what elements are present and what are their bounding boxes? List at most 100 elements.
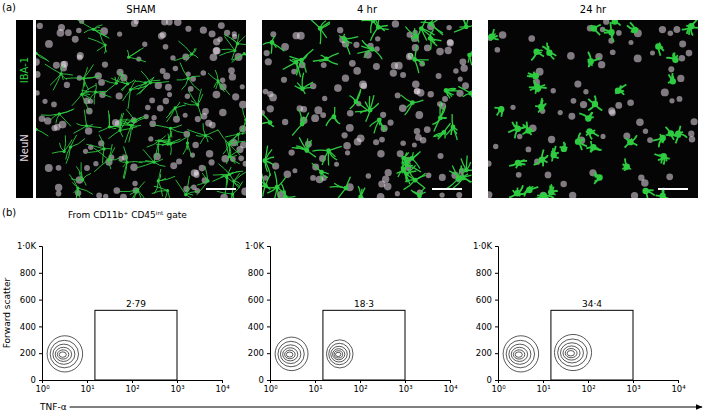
microglia-body bbox=[615, 88, 621, 94]
contour-level bbox=[513, 350, 524, 359]
nucleus bbox=[400, 141, 406, 147]
microglia-process bbox=[158, 169, 161, 181]
nucleus bbox=[219, 109, 226, 116]
microglia-process bbox=[175, 105, 186, 108]
nucleus bbox=[643, 128, 648, 133]
nucleus bbox=[580, 101, 587, 108]
microglia-process bbox=[221, 49, 234, 51]
x-tick: 10⁰ bbox=[263, 380, 278, 394]
microglia-process bbox=[235, 34, 239, 51]
nucleus bbox=[517, 134, 522, 139]
microglia-body bbox=[283, 195, 288, 198]
y-tick-mark bbox=[495, 353, 498, 354]
y-tick-mark bbox=[267, 326, 270, 327]
microglia-process bbox=[69, 174, 78, 188]
nucleus bbox=[270, 31, 276, 37]
microglia-body bbox=[525, 127, 531, 133]
nucleus bbox=[209, 159, 215, 165]
microglia-body bbox=[455, 177, 460, 182]
nucleus bbox=[598, 61, 605, 68]
x-tick-mark bbox=[360, 380, 361, 383]
nucleus bbox=[616, 30, 622, 36]
microglia-process bbox=[78, 188, 93, 194]
plot-area bbox=[503, 310, 633, 380]
panel-title: 4 hr bbox=[357, 4, 378, 15]
nucleus bbox=[395, 191, 400, 196]
microglia-body bbox=[588, 58, 594, 64]
y-tick-mark bbox=[267, 246, 270, 247]
nucleus bbox=[282, 119, 288, 125]
nucleus bbox=[574, 81, 581, 88]
microglia-process bbox=[237, 134, 238, 146]
microglia-body bbox=[417, 193, 422, 198]
microglia-process bbox=[36, 53, 49, 61]
x-tick-label: 10¹ bbox=[536, 384, 550, 394]
microglia-body bbox=[660, 153, 666, 159]
scale-bar bbox=[432, 188, 462, 190]
microglia-process bbox=[120, 127, 137, 131]
nucleus bbox=[359, 81, 367, 89]
nucleus bbox=[281, 77, 287, 83]
nucleus bbox=[132, 181, 137, 186]
microglia-body bbox=[526, 187, 532, 193]
microglia-process bbox=[105, 80, 117, 83]
gate-percentage: 2·79 bbox=[126, 299, 146, 309]
nucleus bbox=[37, 23, 43, 29]
nucleus bbox=[239, 101, 246, 109]
contour-level bbox=[567, 351, 574, 356]
microglia-body bbox=[659, 193, 665, 198]
microglia-body bbox=[190, 52, 193, 55]
microglia-body bbox=[377, 117, 382, 122]
microglia-process bbox=[119, 120, 131, 125]
y-tick-label: 600 bbox=[20, 295, 36, 305]
microglia-body bbox=[104, 43, 107, 46]
nucleus bbox=[428, 91, 434, 97]
contour-level bbox=[560, 343, 583, 363]
nucleus bbox=[243, 161, 246, 167]
micrograph bbox=[488, 20, 698, 198]
nucleus bbox=[165, 84, 172, 91]
nucleus bbox=[627, 99, 634, 106]
microglia-body bbox=[668, 130, 674, 136]
microglia-process bbox=[218, 129, 229, 144]
microglia-process bbox=[64, 139, 72, 151]
x-tick-mark bbox=[633, 380, 634, 383]
microglia-process bbox=[203, 123, 205, 135]
microglia-body bbox=[318, 26, 323, 31]
nucleus bbox=[199, 165, 206, 172]
nucleus bbox=[170, 55, 175, 60]
nucleus bbox=[600, 134, 605, 139]
microglia-body bbox=[342, 37, 347, 42]
microglia-process bbox=[95, 92, 111, 97]
microglia-body bbox=[130, 124, 133, 127]
microglia-body bbox=[300, 86, 305, 91]
nucleus bbox=[183, 113, 188, 118]
nucleus bbox=[174, 20, 181, 26]
microglia-process bbox=[59, 114, 71, 126]
microglia-process bbox=[138, 182, 145, 190]
microglia-body bbox=[586, 128, 592, 134]
x-axis-line bbox=[271, 381, 451, 384]
nucleus bbox=[267, 105, 274, 112]
contour-level bbox=[565, 349, 577, 358]
y-tick-label: 200 bbox=[476, 348, 492, 358]
nucleus bbox=[161, 20, 168, 25]
nucleus bbox=[560, 181, 566, 187]
nucleus bbox=[131, 20, 138, 27]
microglia-body bbox=[63, 150, 66, 153]
microglia-body bbox=[561, 146, 567, 152]
microglia-body bbox=[592, 101, 598, 107]
nucleus bbox=[228, 67, 235, 74]
nucleus bbox=[42, 99, 47, 104]
nucleus bbox=[163, 98, 169, 104]
nucleus bbox=[117, 31, 122, 36]
contour-level bbox=[286, 352, 293, 357]
microglia-process bbox=[219, 51, 234, 56]
microglia-body bbox=[152, 161, 155, 164]
microglia-process bbox=[50, 74, 61, 85]
microglia-body bbox=[149, 81, 152, 84]
microglia-body bbox=[107, 158, 110, 161]
microglia-process bbox=[154, 162, 165, 166]
nucleus bbox=[176, 158, 182, 164]
nucleus bbox=[83, 149, 88, 154]
